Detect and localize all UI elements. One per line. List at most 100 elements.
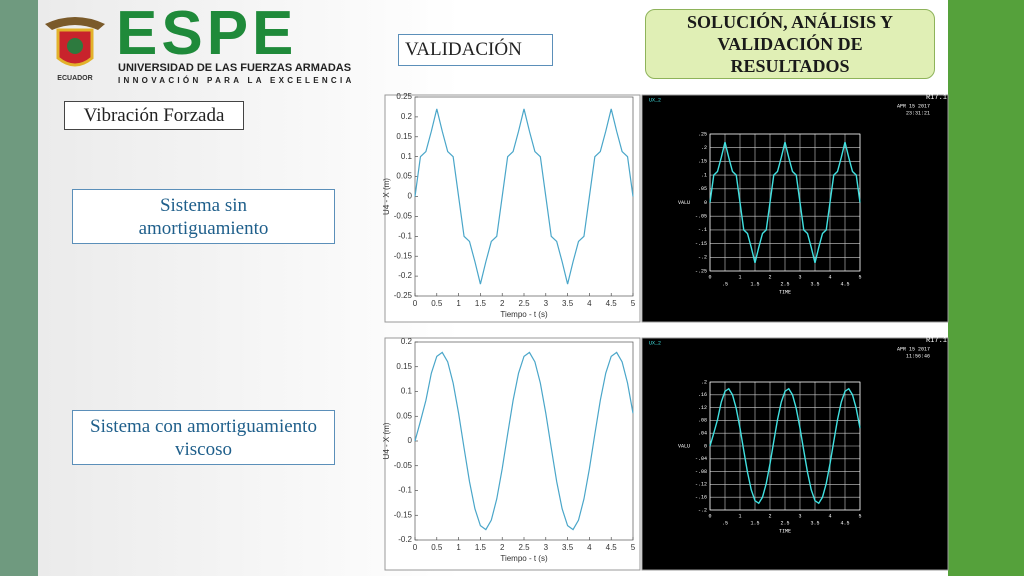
x-tick-label: 0: [708, 513, 711, 519]
y-tick-label: 0.1: [401, 152, 413, 161]
x-tick-label: 4: [587, 299, 592, 308]
x-tick-label: 0: [413, 543, 418, 552]
y-tick-label: .15: [698, 159, 707, 165]
x-tick-label: 4: [828, 513, 831, 519]
x-tick-label: 4.5: [840, 281, 849, 287]
x-tick-label: 1: [738, 274, 741, 280]
y-tick-label: 0.2: [401, 112, 413, 121]
y-tick-label: .12: [698, 405, 707, 411]
right-band: [948, 0, 1024, 576]
y-tick-label: -0.15: [394, 251, 413, 260]
y-axis-label: U4 - X (m): [382, 422, 391, 459]
y-tick-label: 0.1: [401, 387, 413, 396]
y-tick-label: -.15: [695, 241, 707, 247]
y-axis-label: U4 - X (m): [382, 178, 391, 215]
y-tick-label: -.16: [695, 495, 707, 501]
y-axis-label: VALU: [678, 443, 690, 449]
case-label: Sistema sin amortiguamiento: [72, 189, 335, 244]
chart-title: UX_2: [649, 97, 661, 103]
y-tick-label: 0.15: [396, 362, 412, 371]
logo-name: ESPE: [116, 0, 298, 68]
y-tick-label: 0: [408, 436, 413, 445]
x-tick-label: 1: [738, 513, 741, 519]
y-tick-label: .04: [698, 431, 707, 437]
y-tick-label: -0.2: [398, 271, 412, 280]
date-label: APR 15 2017: [897, 103, 930, 109]
y-tick-label: 0.05: [396, 411, 412, 420]
x-tick-label: 5: [858, 274, 861, 280]
x-tick-label: 2.5: [518, 543, 530, 552]
x-tick-label: 3.5: [562, 543, 574, 552]
x-tick-label: 5: [858, 513, 861, 519]
y-tick-label: -0.05: [394, 461, 413, 470]
x-tick-label: 4.5: [840, 520, 849, 526]
y-tick-label: -0.25: [394, 291, 413, 300]
x-tick-label: 3.5: [810, 520, 819, 526]
x-tick-label: 5: [631, 543, 636, 552]
y-tick-label: 0: [704, 443, 707, 449]
x-tick-label: 1: [456, 299, 461, 308]
y-tick-label: -.12: [695, 482, 707, 488]
x-axis-label: Tiempo - t (s): [500, 554, 548, 563]
logo-motto: INNOVACIÓN PARA LA EXCELENCIA: [118, 76, 355, 85]
x-tick-label: 3.5: [810, 281, 819, 287]
version-label: R17.1: [926, 94, 947, 102]
y-tick-label: 0: [408, 192, 413, 201]
x-tick-label: 3: [544, 543, 549, 552]
y-tick-label: 0.05: [396, 172, 412, 181]
y-tick-label: -0.1: [398, 486, 412, 495]
left-band: [0, 0, 38, 576]
logo-emblem: ECUADOR: [40, 10, 110, 84]
x-tick-label: 1.5: [475, 543, 487, 552]
y-tick-label: -0.15: [394, 510, 413, 519]
header-box: SOLUCIÓN, ANÁLISIS Y VALIDACIÓN DE RESUL…: [645, 9, 935, 79]
y-tick-label: -.2: [698, 255, 707, 261]
date-label: APR 15 2017: [897, 346, 930, 352]
case-label: Sistema con amortiguamiento viscoso: [72, 410, 335, 465]
y-tick-label: -0.2: [398, 535, 412, 544]
section-label: VALIDACIÓN: [398, 34, 553, 66]
y-tick-label: .08: [698, 418, 707, 424]
x-axis-label: Tiempo - t (s): [500, 310, 548, 319]
x-tick-label: 3.5: [562, 299, 574, 308]
x-tick-label: 3: [798, 513, 801, 519]
y-tick-label: .1: [701, 172, 707, 178]
version-label: R17.1: [926, 337, 947, 345]
y-tick-label: -.2: [698, 507, 707, 513]
x-tick-label: 4: [828, 274, 831, 280]
y-tick-label: -.04: [695, 456, 707, 462]
logo-country: ECUADOR: [57, 75, 92, 82]
x-tick-label: 1: [456, 543, 461, 552]
chart-panel: [384, 94, 641, 323]
x-tick-label: 2: [768, 513, 771, 519]
y-tick-label: .25: [698, 131, 707, 137]
x-tick-label: .5: [722, 520, 728, 526]
y-tick-label: -.25: [695, 268, 707, 274]
x-tick-label: 4: [587, 543, 592, 552]
line-series: [414, 108, 634, 285]
x-axis-label: TIME: [779, 528, 791, 534]
line-series: [414, 351, 634, 531]
y-tick-label: .2: [701, 145, 707, 151]
x-tick-label: 3: [798, 274, 801, 280]
y-tick-label: .16: [698, 392, 707, 398]
x-tick-label: 2.5: [780, 281, 789, 287]
x-tick-label: 1.5: [750, 520, 759, 526]
topic-label: Vibración Forzada: [64, 101, 244, 130]
x-tick-label: 4.5: [606, 299, 618, 308]
y-tick-label: 0: [704, 200, 707, 206]
x-tick-label: 0.5: [431, 299, 443, 308]
chart-panel: [384, 337, 641, 571]
x-tick-label: 0: [413, 299, 418, 308]
x-tick-label: 2.5: [780, 520, 789, 526]
x-tick-label: 2: [500, 299, 505, 308]
chart-panel: [641, 94, 949, 323]
x-tick-label: 2: [500, 543, 505, 552]
y-tick-label: 0.15: [396, 132, 412, 141]
x-tick-label: 5: [631, 299, 636, 308]
x-tick-label: 3: [544, 299, 549, 308]
x-tick-label: 0: [708, 274, 711, 280]
y-tick-label: .2: [701, 379, 707, 385]
